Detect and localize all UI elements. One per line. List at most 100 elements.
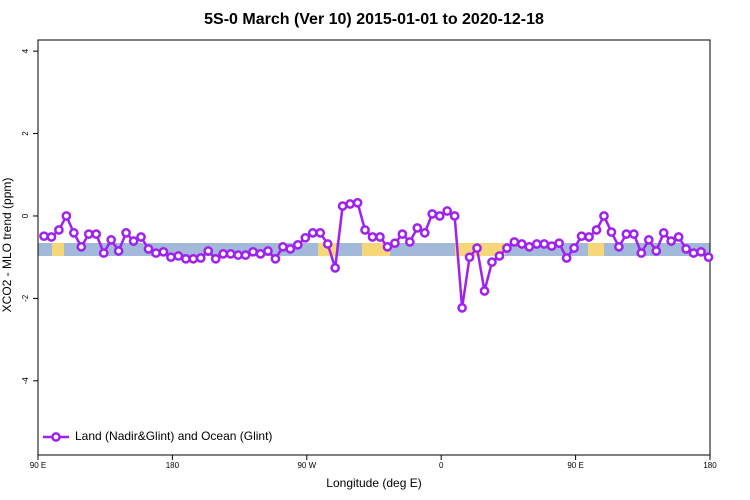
point xyxy=(322,239,333,249)
point xyxy=(404,237,415,247)
point xyxy=(225,249,236,259)
point xyxy=(367,232,378,242)
point xyxy=(524,242,535,252)
point xyxy=(91,229,102,239)
x-tick-label: 0 xyxy=(439,461,444,470)
point xyxy=(128,236,139,246)
point xyxy=(292,239,303,250)
y-tick-label: 4 xyxy=(21,48,30,53)
point xyxy=(315,228,326,238)
point xyxy=(487,257,497,267)
point xyxy=(479,286,490,296)
point xyxy=(457,303,467,313)
plot-frame xyxy=(37,39,711,456)
point xyxy=(263,246,273,256)
point xyxy=(113,246,124,256)
point xyxy=(233,250,243,260)
point xyxy=(106,235,117,245)
point xyxy=(696,246,706,257)
background-band xyxy=(38,243,710,256)
x-tick-label: 90 W xyxy=(297,461,316,470)
legend-label: Land (Nadir&Glint) and Ocean (Glint) xyxy=(75,429,272,443)
point xyxy=(658,228,669,238)
point xyxy=(628,229,639,239)
point xyxy=(195,253,206,263)
point xyxy=(337,201,348,211)
point xyxy=(307,228,318,238)
point xyxy=(688,248,699,258)
point xyxy=(382,242,393,252)
point xyxy=(472,243,482,253)
point xyxy=(218,249,229,259)
x-tick-label: 180 xyxy=(703,461,717,470)
point xyxy=(419,228,430,238)
point xyxy=(173,251,184,261)
point xyxy=(300,232,311,243)
point xyxy=(516,239,527,249)
y-tick-label: 0 xyxy=(21,213,30,218)
x-tick-label: 180 xyxy=(166,461,180,470)
point xyxy=(68,228,79,238)
point xyxy=(278,242,288,252)
point xyxy=(599,211,609,221)
point xyxy=(39,231,49,242)
point xyxy=(546,241,557,251)
point xyxy=(434,211,445,221)
point xyxy=(554,238,565,249)
point xyxy=(330,263,341,273)
point xyxy=(151,248,161,258)
point xyxy=(203,246,214,256)
y-axis-label: XCO2 - MLO trend (ppm) xyxy=(0,178,14,313)
y-tick-label: -2 xyxy=(21,294,30,302)
point xyxy=(673,232,684,242)
legend-marker xyxy=(51,432,61,442)
point xyxy=(121,228,131,238)
point xyxy=(651,246,662,256)
point xyxy=(412,223,423,233)
point xyxy=(397,229,408,239)
point xyxy=(46,232,57,242)
point xyxy=(352,197,363,208)
point xyxy=(449,211,460,221)
point xyxy=(210,253,221,264)
land-patch xyxy=(588,243,604,256)
point xyxy=(255,249,266,259)
land-patch xyxy=(52,243,64,256)
point xyxy=(606,227,617,237)
point xyxy=(98,248,109,258)
point xyxy=(681,244,691,254)
point xyxy=(703,252,714,263)
point xyxy=(614,242,624,252)
point xyxy=(345,199,355,209)
point xyxy=(561,253,572,263)
point xyxy=(636,248,647,258)
point xyxy=(569,243,579,253)
point xyxy=(643,235,654,245)
point xyxy=(240,250,251,260)
x-tick-label: 90 E xyxy=(567,461,583,470)
point xyxy=(83,229,94,239)
x-tick-label: 90 E xyxy=(30,461,46,470)
point xyxy=(591,225,602,235)
point xyxy=(54,225,64,235)
point xyxy=(248,246,258,257)
point xyxy=(360,225,370,235)
point xyxy=(158,246,169,257)
point xyxy=(76,242,87,252)
point xyxy=(666,236,677,246)
point xyxy=(166,252,176,263)
point xyxy=(494,251,505,261)
y-tick-label: -4 xyxy=(21,377,30,385)
point xyxy=(442,206,453,216)
point xyxy=(509,237,520,247)
point xyxy=(584,232,594,242)
y-tick-label: 2 xyxy=(21,131,30,136)
point xyxy=(143,244,154,254)
point xyxy=(270,253,281,264)
point xyxy=(502,243,512,253)
chart-title: 5S-0 March (Ver 10) 2015-01-01 to 2020-1… xyxy=(204,11,544,28)
point xyxy=(427,209,438,219)
point xyxy=(180,253,191,264)
